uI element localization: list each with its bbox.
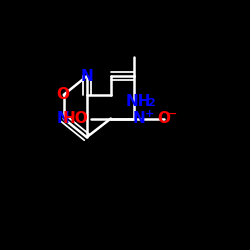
Text: O: O: [56, 87, 69, 102]
Text: +: +: [145, 109, 154, 119]
Text: 2: 2: [147, 98, 155, 108]
Text: N: N: [80, 69, 93, 84]
Text: N: N: [132, 111, 145, 126]
Text: O: O: [157, 111, 170, 126]
Text: NH: NH: [126, 94, 152, 109]
Text: −: −: [168, 109, 178, 119]
Text: HO: HO: [63, 111, 89, 126]
Text: N: N: [56, 111, 69, 126]
